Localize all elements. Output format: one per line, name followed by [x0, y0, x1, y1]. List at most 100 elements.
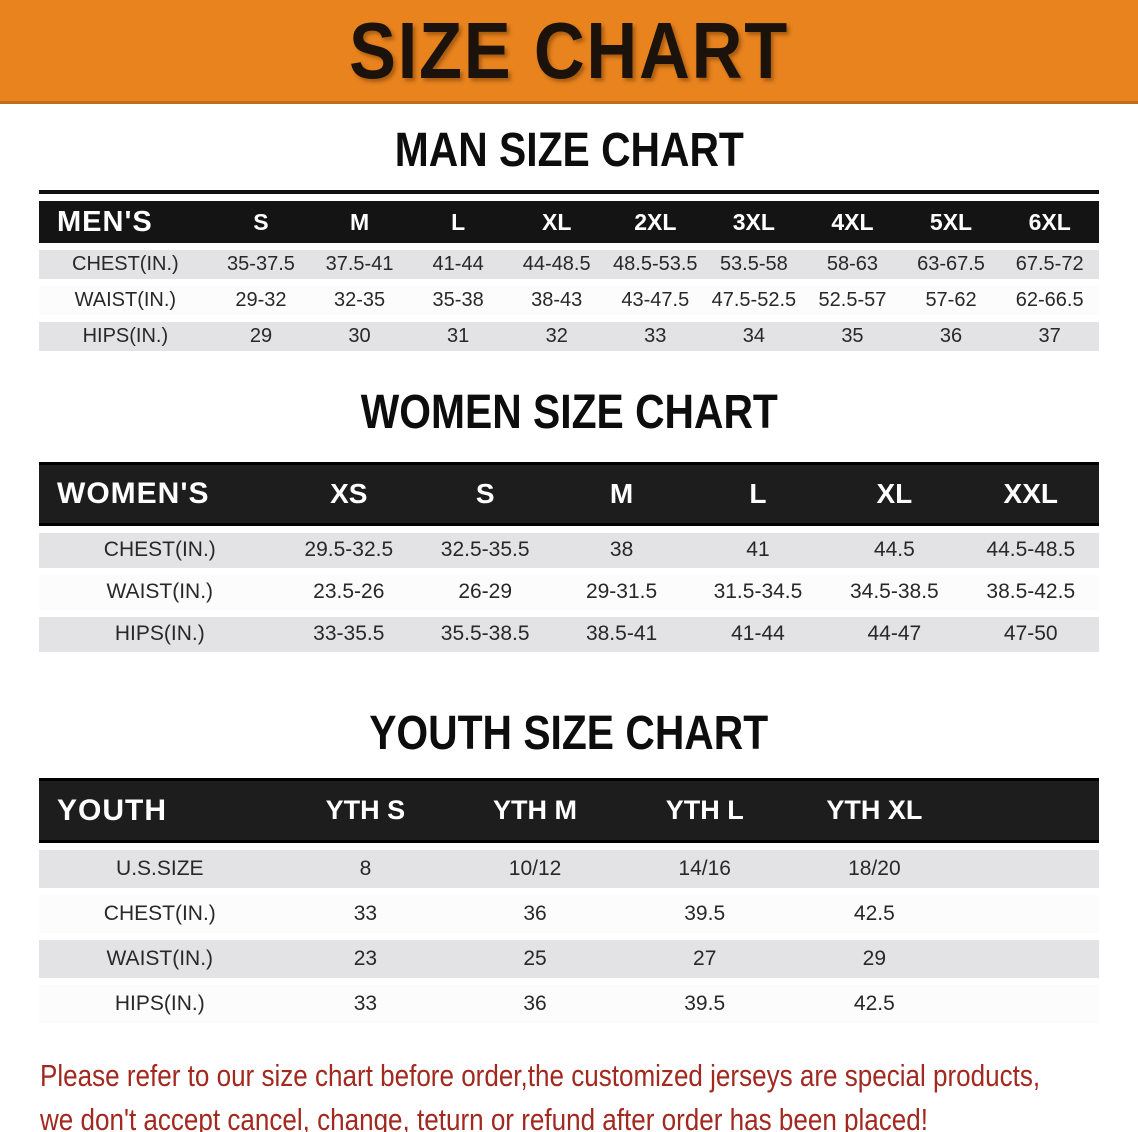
table-row: CHEST(IN.) 35-37.5 37.5-41 41-44 44-48.5 48.5… — [39, 250, 1099, 280]
spacer-cell — [959, 940, 1099, 979]
column-header: 4XL — [803, 201, 902, 244]
cell-value: 35.5-38.5 — [416, 616, 554, 652]
cell-value: 42.5 — [789, 895, 960, 934]
cell-value: 29-31.5 — [553, 574, 690, 610]
cell-value: 39.5 — [619, 985, 790, 1024]
cell-value: 31.5-34.5 — [689, 574, 827, 610]
table-row: CHEST(IN.) 33 36 39.5 42.5 — [39, 895, 1099, 934]
row-label: HIPS(IN.) — [39, 985, 281, 1024]
column-header: YTH M — [450, 778, 620, 844]
cell-value: 33 — [606, 322, 705, 352]
cell-value: 42.5 — [789, 985, 960, 1024]
cell-value: 14/16 — [619, 850, 790, 889]
cell-value: 32 — [507, 322, 606, 352]
cell-value: 43-47.5 — [606, 286, 705, 316]
cell-value: 36 — [450, 985, 620, 1024]
men-table-top-rule — [39, 190, 1099, 195]
column-header: XXL — [962, 461, 1099, 526]
cell-value: 33 — [280, 985, 451, 1024]
cell-value: 47-50 — [962, 616, 1099, 652]
cell-value: 35-38 — [408, 286, 508, 316]
cell-value: 33 — [280, 895, 451, 934]
column-header: 3XL — [704, 201, 804, 244]
column-header: XS — [280, 461, 417, 526]
banner-title: SIZE CHART — [349, 5, 789, 95]
column-header: YTH S — [280, 778, 451, 844]
youth-section: YOUTH SIZE CHART YOUTH YTH S YTH M YTH L YTH… — [0, 708, 1138, 1030]
table-row: WAIST(IN.) 23 25 27 29 — [39, 940, 1099, 979]
column-header: XL — [826, 461, 963, 526]
column-header: M — [310, 201, 409, 244]
row-label: HIPS(IN.) — [39, 616, 281, 652]
column-header: 5XL — [901, 201, 1001, 244]
cell-value: 38-43 — [507, 286, 606, 316]
cell-value: 38.5-42.5 — [962, 574, 1099, 610]
womens-size-table: WOMEN'S XS S M L XL XXL CHEST(IN.) 29.5-32.5 32.5… — [39, 455, 1099, 659]
row-label: WAIST(IN.) — [39, 574, 281, 610]
cell-value: 27 — [619, 940, 790, 979]
table-row: HIPS(IN.) 33-35.5 35.5-38.5 38.5-41 41-44 44-… — [39, 616, 1099, 652]
table-row: HIPS(IN.) 33 36 39.5 42.5 — [39, 985, 1099, 1024]
table-row: HIPS(IN.) 29 30 31 32 33 34 35 36 37 — [39, 322, 1099, 352]
mens-size-table: MEN'S S M L XL 2XL 3XL 4XL 5XL 6XL CHEST(IN.) 35-37… — [39, 194, 1099, 358]
cell-value: 47.5-52.5 — [704, 286, 804, 316]
row-group-label: MEN'S — [39, 201, 212, 244]
header-row: MEN'S S M L XL 2XL 3XL 4XL 5XL 6XL — [39, 201, 1099, 244]
cell-value: 37 — [1000, 322, 1099, 352]
cell-value: 36 — [901, 322, 1001, 352]
column-header: 6XL — [1000, 201, 1099, 244]
youth-size-table: YOUTH YTH S YTH M YTH L YTH XL U.S.SIZE 8 10/12… — [39, 771, 1099, 1030]
cell-value: 23 — [280, 940, 451, 979]
row-label: U.S.SIZE — [39, 850, 281, 889]
cell-value: 58-63 — [803, 250, 902, 280]
order-notice-line-1: Please refer to our size chart before or… — [40, 1058, 1041, 1094]
cell-value: 29 — [211, 322, 311, 352]
cell-value: 8 — [280, 850, 451, 889]
cell-value: 44.5 — [826, 532, 963, 568]
cell-value: 53.5-58 — [704, 250, 804, 280]
table-row: CHEST(IN.) 29.5-32.5 32.5-35.5 38 41 44.5 44.5… — [39, 532, 1099, 568]
column-header: YTH L — [619, 778, 790, 844]
cell-value: 23.5-26 — [280, 574, 417, 610]
cell-value: 29 — [789, 940, 960, 979]
spacer-cell — [959, 850, 1099, 889]
cell-value: 32-35 — [310, 286, 409, 316]
cell-value: 62-66.5 — [1000, 286, 1099, 316]
row-group-label: YOUTH — [39, 778, 281, 844]
cell-value: 41-44 — [689, 616, 827, 652]
women-size-chart-title: WOMEN SIZE CHART — [0, 386, 1138, 440]
order-notice-line-2: we don't accept cancel, change, teturn o… — [40, 1102, 929, 1132]
table-row: WAIST(IN.) 29-32 32-35 35-38 38-43 43-47.5 47.… — [39, 286, 1099, 316]
cell-value: 36 — [450, 895, 620, 934]
youth-size-chart-title: YOUTH SIZE CHART — [0, 708, 1138, 759]
row-label: CHEST(IN.) — [39, 532, 281, 568]
cell-value: 37.5-41 — [310, 250, 409, 280]
cell-value: 35 — [803, 322, 902, 352]
column-header: L — [408, 201, 508, 244]
women-size-chart-title-text: WOMEN SIZE CHART — [360, 386, 778, 440]
cell-value: 48.5-53.5 — [606, 250, 705, 280]
cell-value: 38 — [553, 532, 690, 568]
row-label: CHEST(IN.) — [39, 895, 281, 934]
spacer-column — [959, 778, 1099, 844]
cell-value: 34 — [704, 322, 804, 352]
spacer-cell — [959, 895, 1099, 934]
row-label: HIPS(IN.) — [39, 322, 212, 352]
spacer-cell — [959, 985, 1099, 1024]
women-section: WOMEN SIZE CHART WOMEN'S XS S M L XL XXL CHEST(… — [0, 386, 1138, 659]
column-header: S — [211, 201, 311, 244]
cell-value: 63-67.5 — [901, 250, 1001, 280]
column-header: YTH XL — [789, 778, 960, 844]
column-header: M — [553, 461, 690, 526]
cell-value: 38.5-41 — [553, 616, 690, 652]
cell-value: 39.5 — [619, 895, 790, 934]
row-group-label: WOMEN'S — [39, 461, 281, 526]
header-row: WOMEN'S XS S M L XL XXL — [39, 461, 1099, 526]
cell-value: 57-62 — [901, 286, 1001, 316]
man-size-chart-title-text: MAN SIZE CHART — [394, 124, 744, 177]
cell-value: 41-44 — [408, 250, 508, 280]
row-label: CHEST(IN.) — [39, 250, 212, 280]
cell-value: 30 — [310, 322, 409, 352]
header-row: YOUTH YTH S YTH M YTH L YTH XL — [39, 778, 1099, 844]
men-section: MAN SIZE CHART MEN'S S M L XL 2XL 3XL 4XL 5XL 6XL… — [0, 124, 1138, 358]
